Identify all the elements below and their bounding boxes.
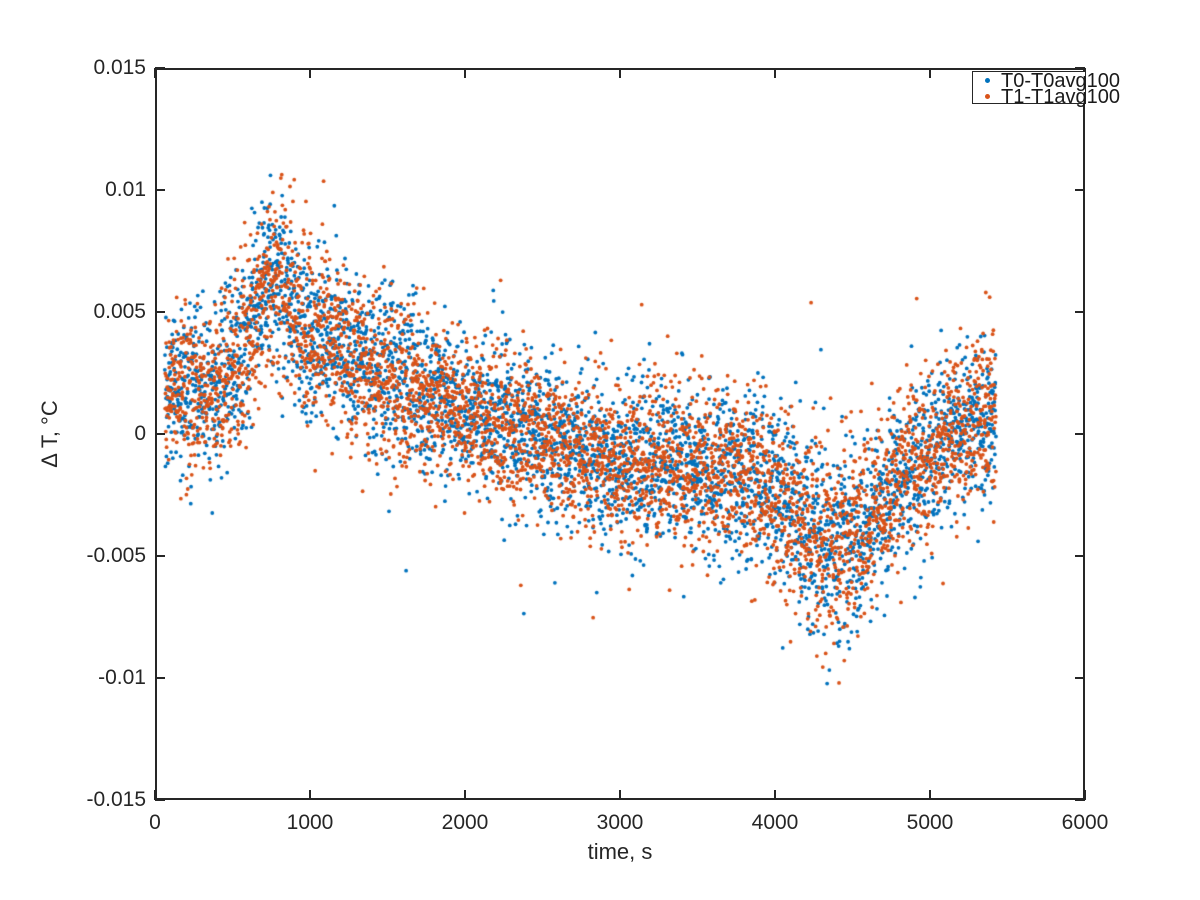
legend-label: T0-T0avg100 <box>1001 69 1120 92</box>
legend-marker-dot <box>985 94 990 99</box>
x-tick-label: 5000 <box>906 811 954 834</box>
x-axis-label: time, s <box>587 839 653 864</box>
legend-label: T1-T1avg100 <box>1001 85 1120 108</box>
legend: T0-T0avg100 T1-T1avg100 <box>972 71 1120 107</box>
y-tick-label: 0.015 <box>93 56 146 79</box>
legend-entry: T1-T1avg100 <box>973 85 1120 108</box>
scatter-canvas <box>155 68 1085 800</box>
plot-area <box>154 67 1086 801</box>
y-tick-label: 0.01 <box>105 178 146 201</box>
x-tick-label: 1000 <box>286 811 334 834</box>
x-tick-label: 4000 <box>751 811 799 834</box>
y-tick-label: -0.005 <box>86 544 146 567</box>
x-tick-label: 0 <box>149 811 161 834</box>
y-tick-label: -0.01 <box>98 666 146 689</box>
legend-marker-dot <box>985 78 990 83</box>
y-tick-label: 0 <box>134 422 146 445</box>
x-tick-label: 2000 <box>441 811 489 834</box>
x-tick-label: 3000 <box>596 811 644 834</box>
legend-entry: T0-T0avg100 <box>973 69 1120 92</box>
y-tick-label: 0.005 <box>93 300 146 323</box>
y-tick-label: -0.015 <box>86 788 146 811</box>
x-tick-label: 6000 <box>1061 811 1109 834</box>
